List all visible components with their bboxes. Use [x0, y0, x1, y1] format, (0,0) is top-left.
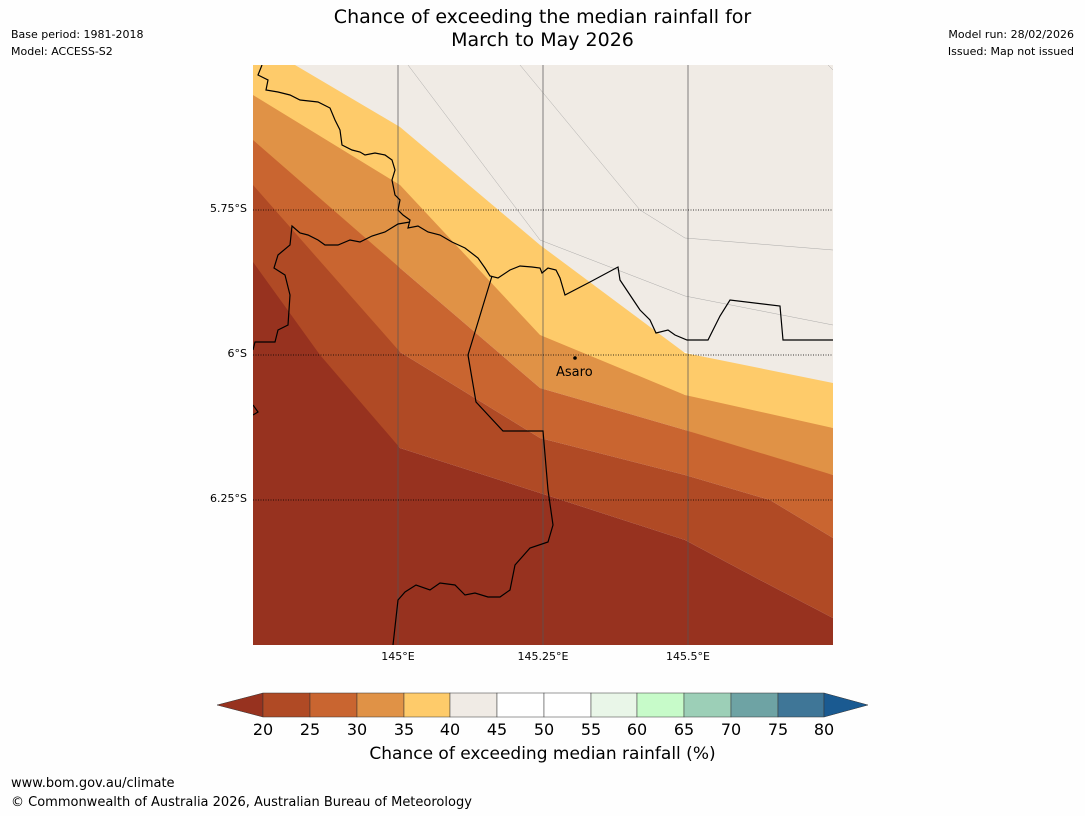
colorbar-swatch — [356, 692, 405, 718]
colorbar-tick: 80 — [813, 720, 835, 739]
colorbar-swatch — [683, 692, 732, 718]
colorbar-tick: 40 — [439, 720, 461, 739]
colorbar-swatch — [262, 692, 311, 718]
colorbar-tick: 30 — [346, 720, 368, 739]
place-label-asaro: Asaro — [556, 365, 593, 380]
colorbar-swatch — [403, 692, 451, 718]
colorbar-swatch — [496, 692, 545, 718]
province-boundary — [253, 221, 411, 351]
colorbar-tick: 45 — [486, 720, 508, 739]
colorbar-swatch — [730, 692, 779, 718]
colorbar-swatch — [449, 692, 498, 718]
contour-line — [519, 65, 833, 251]
colorbar-swatch — [590, 692, 638, 718]
colorbar-tick: 50 — [533, 720, 555, 739]
colorbar-under-arrow — [216, 692, 264, 718]
lon-label-145-25: 145.25°E — [517, 650, 569, 663]
title-line-1: Chance of exceeding the median rainfall … — [333, 6, 752, 28]
model-run: Model run: 28/02/2026 — [948, 28, 1074, 41]
lat-label-6-25: 6.25°S — [210, 492, 247, 505]
colorbar-tick: 25 — [299, 720, 321, 739]
contour-line — [827, 65, 833, 71]
lon-label-145-5: 145.5°E — [666, 650, 710, 663]
colorbar-tick: 35 — [393, 720, 415, 739]
colorbar-tick: 65 — [673, 720, 695, 739]
colorbar-swatch — [543, 692, 592, 718]
lat-label-6: 6°S — [227, 347, 247, 360]
lat-label-5-75: 5.75°S — [210, 202, 247, 215]
colorbar — [216, 692, 869, 718]
meta-left: Base period: 1981-2018 Model: ACCESS-S2 — [11, 26, 143, 60]
colorbar-tick: 55 — [580, 720, 602, 739]
asaro-marker[interactable] — [573, 356, 577, 360]
contour-line — [407, 65, 833, 326]
colorbar-over-arrow — [823, 692, 869, 718]
province-boundary — [257, 65, 833, 341]
colorbar-swatch — [777, 692, 825, 718]
map-area[interactable] — [253, 65, 833, 645]
meta-right: Model run: 28/02/2026 Issued: Map not is… — [948, 26, 1074, 60]
title-line-2: March to May 2026 — [451, 29, 634, 51]
province-boundary — [392, 275, 554, 645]
model-name: Model: ACCESS-S2 — [11, 45, 113, 58]
footer-copyright: © Commonwealth of Australia 2026, Austra… — [11, 795, 472, 810]
colorbar-swatch — [309, 692, 358, 718]
colorbar-tick: 20 — [252, 720, 274, 739]
colorbar-swatch — [636, 692, 685, 718]
map-title: Chance of exceeding the median rainfall … — [0, 6, 1085, 52]
lon-label-145: 145°E — [381, 650, 415, 663]
footer-url[interactable]: www.bom.gov.au/climate — [11, 776, 175, 791]
province-boundary — [253, 404, 259, 416]
colorbar-tick: 70 — [720, 720, 742, 739]
colorbar-tick: 75 — [767, 720, 789, 739]
base-period: Base period: 1981-2018 — [11, 28, 144, 41]
colorbar-title: Chance of exceeding median rainfall (%) — [369, 744, 716, 764]
issued-status: Issued: Map not issued — [947, 45, 1074, 58]
colorbar-tick: 60 — [626, 720, 648, 739]
